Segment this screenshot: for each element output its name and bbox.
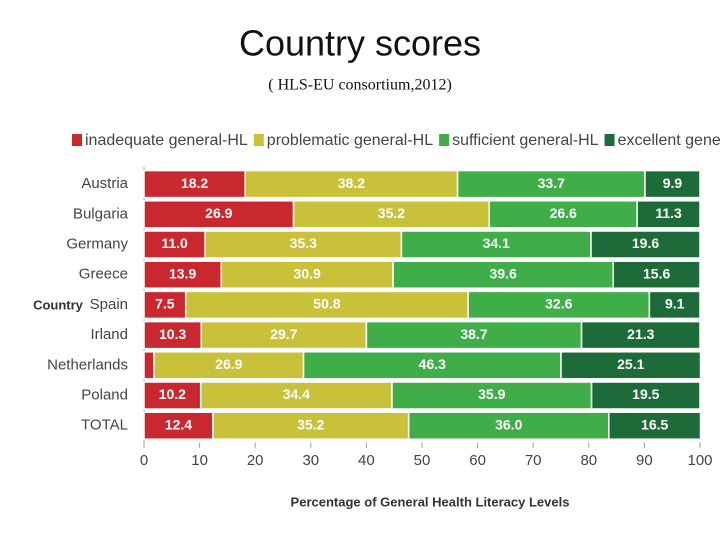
bar-segment xyxy=(488,200,638,229)
value-label: 38.2 xyxy=(338,175,365,191)
chart-title: Country scores xyxy=(239,23,481,64)
value-label: 25.1 xyxy=(617,356,644,372)
value-label: 12.4 xyxy=(165,416,192,432)
x-tick-label: 10 xyxy=(191,452,208,469)
bar-segment xyxy=(636,200,701,229)
bar-segment xyxy=(292,200,491,229)
bar-segment xyxy=(560,351,702,380)
value-label: 10.3 xyxy=(159,326,186,342)
bar-segment xyxy=(391,381,593,410)
x-tick-label: 20 xyxy=(247,452,264,469)
bar-segment xyxy=(204,230,403,259)
value-label: 7.5 xyxy=(155,296,175,312)
value-label: 32.6 xyxy=(545,296,572,312)
value-label: 33.7 xyxy=(538,175,565,191)
x-tick-label: 90 xyxy=(636,452,653,469)
bar-segment xyxy=(143,230,206,259)
legend-swatch xyxy=(72,134,82,146)
bar-segment xyxy=(608,411,702,440)
legend-label: inadequate general-HL xyxy=(85,132,248,149)
value-label: 35.3 xyxy=(290,235,317,251)
bar-segment xyxy=(590,230,701,259)
bar-segment xyxy=(400,230,592,259)
x-tick-label: 70 xyxy=(525,452,542,469)
value-label: 26.9 xyxy=(215,356,242,372)
x-tick-label: 100 xyxy=(687,452,712,469)
value-label: 35.2 xyxy=(297,416,324,432)
value-label: 34.4 xyxy=(283,386,310,402)
value-label: 35.2 xyxy=(378,205,405,221)
value-label: 21.3 xyxy=(627,326,654,342)
value-label: 36.0 xyxy=(495,416,522,432)
bar-segment xyxy=(143,320,203,350)
value-label: 30.9 xyxy=(294,265,321,281)
bar-segment xyxy=(143,260,223,289)
value-label: 19.5 xyxy=(632,386,659,402)
value-label: 9.9 xyxy=(663,175,683,191)
bar-segment xyxy=(143,169,246,199)
value-label: 26.9 xyxy=(205,205,232,221)
y-tick-label: Greece xyxy=(79,266,128,283)
bar-segment xyxy=(392,260,615,289)
y-tick-label: Bulgaria xyxy=(73,205,129,222)
value-label: 50.8 xyxy=(313,296,340,312)
chart-subtitle: ( HLS-EU consortium,2012) xyxy=(268,77,452,94)
value-label: 39.6 xyxy=(490,265,517,281)
bar-segment xyxy=(143,381,202,410)
bar-segment xyxy=(143,200,295,229)
y-axis-label: Country xyxy=(33,297,84,312)
value-label: 35.9 xyxy=(478,386,505,402)
y-tick-label: Spain xyxy=(90,296,128,313)
bar-segment xyxy=(456,169,646,199)
bar-segment xyxy=(407,411,610,440)
value-label: 18.2 xyxy=(181,175,208,191)
bar-segment xyxy=(302,351,562,380)
value-label: 13.9 xyxy=(169,265,196,281)
value-label: 38.7 xyxy=(460,326,487,342)
y-tick-label: Germany xyxy=(66,235,128,252)
value-label: 15.6 xyxy=(643,265,670,281)
x-axis-label: Percentage of General Health Literacy Le… xyxy=(291,494,570,509)
legend-swatch xyxy=(604,134,615,146)
value-label: 9.1 xyxy=(665,296,685,312)
value-label: 26.6 xyxy=(550,205,577,221)
legend-swatch xyxy=(253,134,264,146)
y-tick-label: Irland xyxy=(90,326,128,343)
x-tick-label: 50 xyxy=(414,452,431,469)
y-tick-label: Netherlands xyxy=(47,356,128,373)
y-tick-label: Poland xyxy=(81,386,128,403)
legend-label: excellent general-HL xyxy=(618,132,720,149)
value-label: 34.1 xyxy=(483,235,510,251)
legend-label: problematic general-HL xyxy=(267,132,433,149)
bar-segment xyxy=(648,290,701,320)
bar-segment xyxy=(200,320,368,350)
value-label: 29.7 xyxy=(270,326,297,342)
value-label: 10.2 xyxy=(159,386,186,402)
bar-segment xyxy=(644,169,701,199)
bar-segment xyxy=(612,260,701,289)
y-tick-label: TOTAL xyxy=(81,417,128,434)
value-label: 11.0 xyxy=(161,235,188,251)
y-tick-label: Austria xyxy=(81,175,128,192)
bar-segment xyxy=(184,290,469,320)
value-label: 11.3 xyxy=(655,205,682,221)
legend-label: sufficient general-HL xyxy=(452,132,599,149)
x-tick-label: 60 xyxy=(469,452,486,469)
value-label: 16.5 xyxy=(641,416,668,432)
value-label: 46.3 xyxy=(419,356,446,372)
x-tick-label: 40 xyxy=(358,452,375,469)
bar-segment xyxy=(153,351,305,380)
bar-segment xyxy=(199,381,393,410)
legend-swatch xyxy=(439,134,450,146)
bar-segment xyxy=(590,381,701,410)
x-tick-label: 30 xyxy=(302,452,319,469)
bar-segment xyxy=(580,320,701,350)
bar-segment xyxy=(220,260,394,289)
value-label: 19.6 xyxy=(632,235,659,251)
x-tick-label: 0 xyxy=(140,452,148,469)
x-tick-label: 80 xyxy=(580,452,597,469)
bar-segment xyxy=(143,290,187,320)
bar-segment xyxy=(244,169,459,199)
